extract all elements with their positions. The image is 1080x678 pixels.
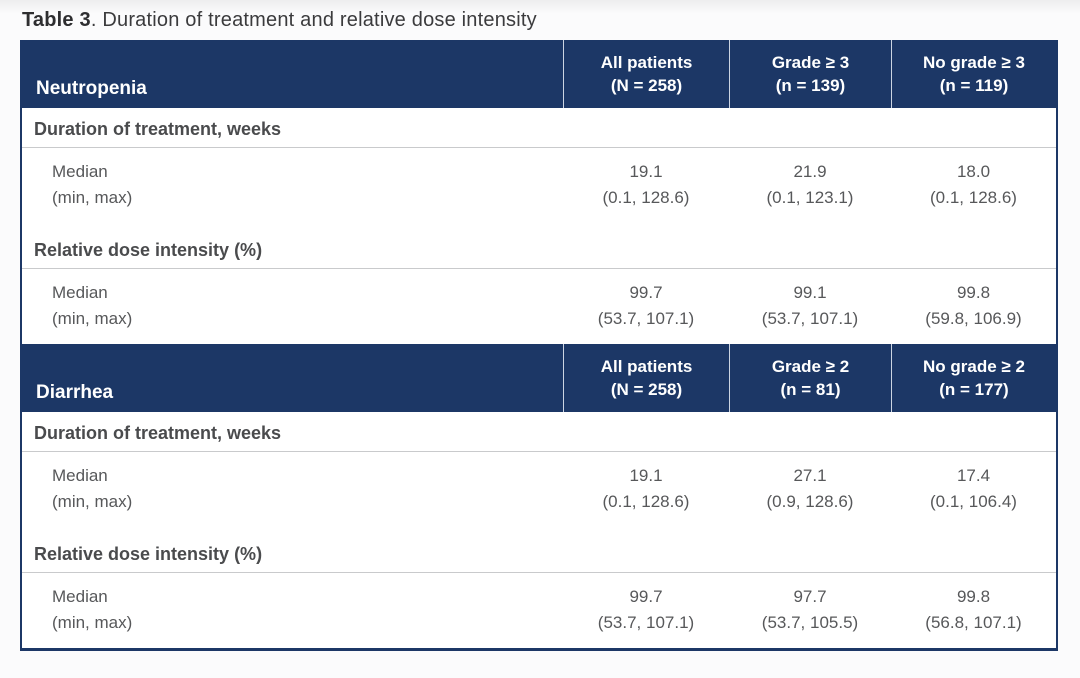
col-header-line2: (n = 177) <box>939 380 1009 399</box>
table-caption-text: . Duration of treatment and relative dos… <box>90 9 537 31</box>
diarrhea-body: Duration of treatment, weeks Median 19.1… <box>22 412 1056 648</box>
cell-value: 17.4 <box>956 466 991 485</box>
cell-value: (0.1, 128.6) <box>602 492 690 511</box>
neutropenia-label: Neutropenia <box>36 78 147 99</box>
col-header-all-patients: All patients (N = 258) <box>563 40 729 108</box>
col-header-no-grade-ge3: No grade ≥ 3 (n = 119) <box>891 40 1056 108</box>
section-header-duration: Duration of treatment, weeks <box>22 412 1056 452</box>
cell-value: (53.7, 107.1) <box>597 309 695 328</box>
col-header-line1: No grade ≥ 3 <box>923 53 1025 72</box>
table-row: Median 99.7 99.1 99.8 <box>22 269 1056 306</box>
row-stub: (min, max) <box>52 492 133 511</box>
cell-value: 27.1 <box>793 466 827 485</box>
table-row: Median 19.1 27.1 17.4 <box>22 452 1056 489</box>
col-header-all-patients: All patients (N = 258) <box>563 344 729 412</box>
table-row: (min, max) (53.7, 107.1) (53.7, 107.1) (… <box>22 306 1056 344</box>
col-header-line1: Grade ≥ 3 <box>771 53 850 72</box>
table-row: (min, max) (0.1, 128.6) (0.9, 128.6) (0.… <box>22 489 1056 527</box>
row-stub: (min, max) <box>52 188 133 207</box>
diarrhea-header-row: Diarrhea All patients (N = 258) Grade ≥ … <box>22 344 1056 412</box>
cell-value: 21.9 <box>793 162 827 181</box>
table-row: (min, max) (53.7, 107.1) (53.7, 105.5) (… <box>22 610 1056 648</box>
col-header-line2: (N = 258) <box>610 380 683 399</box>
neutropenia-body: Duration of treatment, weeks Median 19.1… <box>22 108 1056 344</box>
col-header-no-grade-ge2: No grade ≥ 2 (n = 177) <box>891 344 1056 412</box>
neutropenia-header-row: Neutropenia All patients (N = 258) Grade… <box>22 40 1056 108</box>
cell-value: 99.8 <box>956 587 991 606</box>
cell-value: (56.8, 107.1) <box>925 613 1022 632</box>
cell-value: (59.8, 106.9) <box>925 309 1022 328</box>
cell-value: 19.1 <box>629 162 663 181</box>
row-stub: Median <box>52 466 108 485</box>
section-header-duration: Duration of treatment, weeks <box>22 108 1056 148</box>
cell-value: (53.7, 105.5) <box>761 613 859 632</box>
col-header-line1: No grade ≥ 2 <box>923 357 1025 376</box>
row-stub: (min, max) <box>52 309 133 328</box>
table-row: (min, max) (0.1, 128.6) (0.1, 123.1) (0.… <box>22 185 1056 223</box>
col-header-line2: (n = 119) <box>939 76 1009 95</box>
cell-value: 99.1 <box>793 283 827 302</box>
section-rdi: Relative dose intensity (%) Median 99.7 … <box>22 229 1056 344</box>
cell-value: 18.0 <box>956 162 991 181</box>
section-rdi: Relative dose intensity (%) Median 99.7 … <box>22 533 1056 648</box>
col-header-line1: Grade ≥ 2 <box>771 357 850 376</box>
treatment-table: Neutropenia All patients (N = 258) Grade… <box>20 40 1058 651</box>
cell-value: 99.8 <box>956 283 991 302</box>
section-header-rdi: Relative dose intensity (%) <box>22 533 1056 573</box>
diarrhea-label: Diarrhea <box>36 382 114 403</box>
cell-value: (53.7, 107.1) <box>597 613 695 632</box>
table-row: Median 19.1 21.9 18.0 <box>22 148 1056 185</box>
col-header-line2: (N = 258) <box>610 76 683 95</box>
cell-value: 99.7 <box>629 283 663 302</box>
cell-value: (53.7, 107.1) <box>761 309 859 328</box>
cell-value: (0.1, 128.6) <box>602 188 690 207</box>
col-header-line1: All patients <box>600 357 693 376</box>
section-header-rdi: Relative dose intensity (%) <box>22 229 1056 269</box>
cell-value: 19.1 <box>629 466 663 485</box>
table-number: Table 3 <box>22 9 91 31</box>
row-stub: Median <box>52 587 108 606</box>
col-header-grade-ge3: Grade ≥ 3 (n = 139) <box>729 40 891 108</box>
cell-value: (0.1, 106.4) <box>930 492 1017 511</box>
cell-value: (0.9, 128.6) <box>766 492 854 511</box>
col-header-line2: (n = 139) <box>775 76 846 95</box>
row-stub: Median <box>52 283 108 302</box>
col-header-line1: All patients <box>600 53 693 72</box>
row-stub: (min, max) <box>52 613 133 632</box>
cell-value: 99.7 <box>629 587 663 606</box>
row-stub: Median <box>52 162 108 181</box>
col-header-grade-ge2: Grade ≥ 2 (n = 81) <box>729 344 891 412</box>
col-header-line2: (n = 81) <box>780 380 841 399</box>
cell-value: (0.1, 123.1) <box>766 188 854 207</box>
cell-value: (0.1, 128.6) <box>930 188 1017 207</box>
cell-value: 97.7 <box>793 587 827 606</box>
table-caption: Table 3. Duration of treatment and relat… <box>0 0 1080 40</box>
table-row: Median 99.7 97.7 99.8 <box>22 573 1056 610</box>
